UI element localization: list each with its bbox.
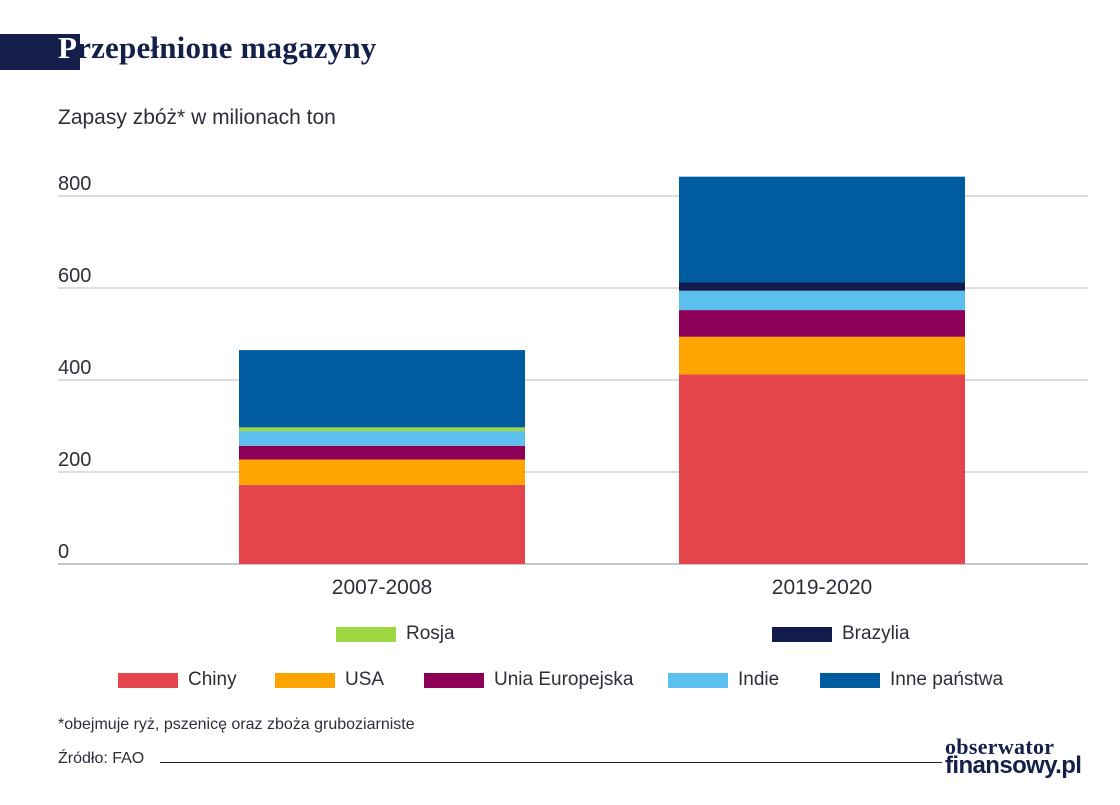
chart-title: Przepełnione magazyny: [58, 30, 376, 66]
title-rest: rzepełnione magazyny: [77, 30, 377, 65]
source-label: Źródło: FAO: [58, 750, 145, 767]
bar-segment: [679, 176, 965, 283]
bar-segment: [239, 445, 525, 460]
y-tick-label: 0: [58, 541, 69, 563]
bar-segment: [679, 336, 965, 375]
bar-segment: [679, 282, 965, 291]
bar-segment: [239, 350, 525, 428]
x-tick-label: 2007-2008: [332, 576, 432, 599]
footnote: *obejmuje ryż, pszenicę oraz zboża grubo…: [58, 716, 415, 733]
publisher-logo: obserwator finansowy.pl: [945, 734, 1095, 780]
title-block: [0, 34, 80, 70]
y-tick-label: 200: [58, 449, 91, 471]
bar-segment: [679, 374, 965, 564]
bar-segment: [239, 427, 525, 432]
y-tick-label: 600: [58, 265, 91, 287]
title-initial: P: [58, 30, 78, 65]
bar-segment: [679, 310, 965, 337]
bar-segment: [239, 431, 525, 446]
y-tick-label: 400: [58, 357, 91, 379]
bar-segment: [239, 484, 525, 564]
bar-segment: [679, 290, 965, 311]
chart-subtitle: Zapasy zbóż* w milionach ton: [58, 106, 336, 129]
bar-segment: [239, 459, 525, 485]
x-tick-label: 2019-2020: [772, 576, 872, 599]
logo-line-2: finansowy.pl: [945, 752, 1082, 780]
y-tick-label: 800: [58, 173, 91, 195]
source-divider: [160, 762, 942, 763]
logo-line-1: obserwator: [945, 734, 1055, 759]
